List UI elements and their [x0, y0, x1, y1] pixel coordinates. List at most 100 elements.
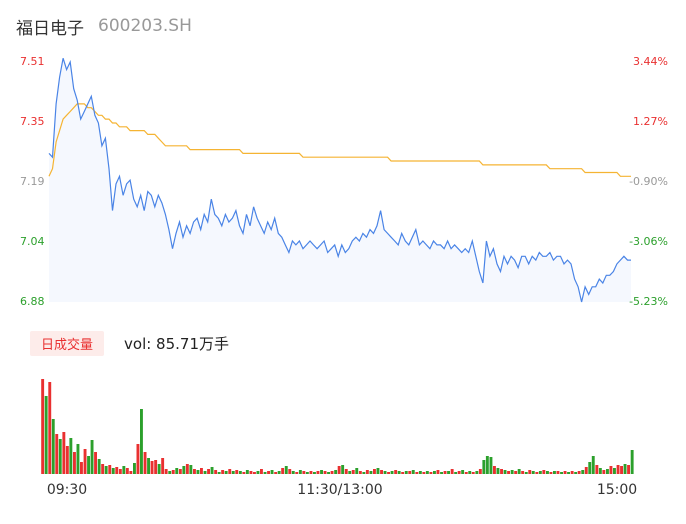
volume-bar: [253, 472, 256, 474]
volume-bar: [514, 471, 518, 474]
price-line: [48, 58, 631, 303]
volume-tab[interactable]: 日成交量: [30, 330, 105, 356]
volume-bar: [577, 471, 581, 474]
stock-title: 福日电子 600203.SH: [16, 12, 192, 40]
volume-bar: [55, 434, 59, 474]
volume-bar: [277, 471, 281, 474]
percent-tick-label: -3.06%: [629, 235, 668, 248]
volume-bar: [482, 460, 486, 474]
volume-bar: [369, 471, 373, 474]
volume-bar: [101, 464, 105, 474]
volume-bar: [217, 472, 221, 474]
volume-bar: [154, 460, 158, 474]
volume-bar: [581, 470, 585, 474]
volume-bar: [97, 459, 101, 474]
volume-bar: [556, 471, 560, 474]
volume-bar: [553, 471, 556, 474]
volume-bar: [108, 465, 112, 474]
volume-bar: [44, 396, 48, 474]
volume-bar: [118, 469, 122, 474]
volume-bar: [598, 468, 602, 474]
volume-bar: [380, 470, 383, 474]
average-price-line: [48, 103, 631, 177]
volume-bar: [168, 471, 172, 474]
volume-bar: [464, 472, 468, 474]
volume-bar: [327, 472, 330, 474]
volume-bar: [313, 472, 316, 474]
volume-bar: [471, 472, 475, 474]
volume-bar: [196, 470, 200, 474]
volume-bar: [150, 461, 154, 474]
volume-bar: [457, 471, 461, 474]
volume-bar: [521, 471, 525, 474]
volume-bar: [496, 468, 500, 474]
volume-bar: [549, 472, 553, 474]
volume-bar: [157, 464, 161, 474]
volume-bar: [493, 466, 496, 474]
volume-bar: [224, 471, 228, 474]
volume-bar: [447, 471, 450, 474]
volume-bar: [323, 471, 327, 474]
volume-bar: [433, 471, 436, 474]
volume-bar: [231, 471, 235, 474]
volume-bar: [613, 468, 616, 474]
price-layer: [48, 58, 631, 303]
percent-tick-label: -0.90%: [629, 175, 668, 188]
volume-bar: [570, 471, 574, 474]
volume-bar: [500, 469, 503, 474]
volume-bar: [531, 471, 535, 474]
volume-bar: [182, 466, 186, 474]
volume-bar: [140, 409, 143, 474]
volume-bar: [489, 457, 493, 474]
volume-bar: [616, 465, 620, 474]
volume-bar: [65, 446, 69, 474]
volume-bar: [193, 469, 196, 474]
volume-bar: [348, 471, 352, 474]
volume-bar: [450, 469, 454, 474]
volume-bar: [440, 472, 443, 474]
price-tick-label: 7.04: [20, 235, 45, 248]
volume-bar: [305, 472, 309, 474]
volume-bar: [302, 471, 306, 474]
volume-bar: [221, 470, 225, 474]
volume-bar: [122, 466, 126, 474]
stock-name: 福日电子: [16, 18, 84, 39]
volume-bar: [627, 465, 630, 474]
volume-bar: [425, 471, 429, 474]
volume-bar: [595, 465, 599, 474]
volume-bar: [51, 419, 55, 474]
volume-bar: [228, 469, 232, 474]
volume-bar: [485, 456, 489, 474]
volume-bar: [73, 452, 76, 474]
volume-bar: [478, 469, 482, 474]
volume-bar: [528, 470, 532, 474]
price-tick-label: 7.51: [20, 55, 45, 68]
volume-bar: [330, 471, 334, 474]
volume-bar: [185, 464, 189, 474]
volume-bar: [606, 469, 609, 474]
volume-bar: [517, 469, 521, 474]
volume-bar: [298, 470, 302, 474]
volume-bar: [136, 444, 140, 474]
volume-bar: [390, 471, 394, 474]
volume-bar: [320, 470, 323, 474]
volume-bar: [48, 382, 52, 474]
volume-bar: [58, 439, 62, 474]
volume-bar: [281, 468, 285, 474]
volume-bar: [245, 470, 249, 474]
volume-bar: [125, 468, 129, 474]
volume-bar: [623, 464, 627, 474]
volume-bar: [341, 465, 345, 474]
volume-bar: [242, 472, 246, 474]
volume-bar: [238, 471, 242, 474]
volume-bar: [178, 469, 182, 474]
volume-bar: [309, 471, 313, 474]
volume-bar: [316, 471, 320, 474]
volume-bar: [591, 456, 595, 474]
volume-bar: [171, 470, 175, 474]
volume-bar: [373, 469, 376, 474]
volume-bar: [87, 456, 90, 474]
volume-bar: [62, 432, 66, 474]
volume-bar: [538, 471, 542, 474]
